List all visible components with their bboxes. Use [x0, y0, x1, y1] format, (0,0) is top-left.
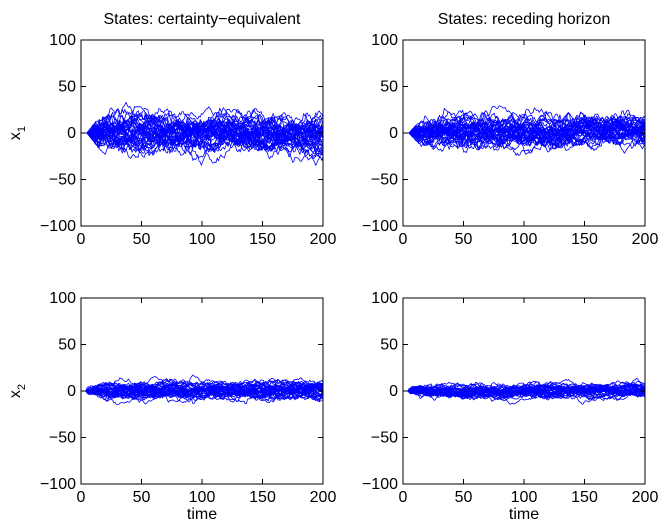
series-line: [81, 381, 323, 402]
y-tick-label: 50: [58, 79, 76, 96]
series-line: [403, 118, 645, 149]
series-line: [403, 115, 645, 145]
y-tick-label: 0: [389, 125, 398, 142]
y-axis-label-subscript: 2: [16, 384, 28, 390]
series-group: [403, 105, 645, 156]
x-tick-label: 150: [249, 231, 276, 248]
series-line: [81, 122, 323, 153]
series-group: [81, 101, 323, 166]
y-tick-label: 100: [49, 32, 76, 49]
series-line: [81, 121, 323, 153]
series-line: [81, 374, 323, 399]
subplot-2: 0 50 100 150 200 100 50 0 −50 −100 States: recedin…: [362, 11, 658, 248]
x-tick-label: 50: [455, 489, 473, 506]
series-line: [81, 110, 323, 147]
y-tick-label: −50: [49, 172, 76, 189]
series-line: [81, 117, 323, 157]
x-tick-label: 50: [133, 489, 151, 506]
y-tick-label: 50: [380, 337, 398, 354]
x-tick-label: 100: [511, 231, 538, 248]
series-line: [81, 121, 323, 151]
x-tick-label: 150: [571, 231, 598, 248]
subplot-title: States: certainty−equivalent: [103, 11, 301, 28]
series-group: [81, 374, 323, 406]
series-line: [403, 116, 645, 152]
x-tick-label: 50: [455, 231, 473, 248]
series-line: [81, 112, 323, 164]
series-line: [81, 383, 323, 406]
series-line: [81, 380, 323, 400]
series-line: [81, 381, 323, 405]
subplot-4: 0 50 100 150 200 100 50 0 −50 −100 time: [362, 290, 658, 523]
y-tick-label: 50: [380, 79, 398, 96]
x-tick-label: 0: [399, 231, 408, 248]
x-tick-label: 0: [77, 489, 86, 506]
series-line: [403, 381, 645, 400]
subplot-1: 0 50 100 150 200 100 50 0 −50 −100 States: certain…: [7, 11, 336, 248]
series-group: [403, 377, 645, 405]
y-tick-label: 100: [49, 290, 76, 307]
series-line: [403, 119, 645, 153]
y-axis-label: x2: [7, 384, 28, 398]
subplot-3: 0 50 100 150 200 100 50 0 −50 −100 time x2: [7, 290, 336, 523]
x-tick-label: 100: [189, 231, 216, 248]
y-tick-label: −100: [362, 218, 398, 235]
y-tick-label: 50: [58, 337, 76, 354]
y-tick-label: −50: [371, 430, 398, 447]
y-axis-label: x1: [7, 126, 28, 140]
y-tick-label: −50: [49, 430, 76, 447]
x-axis-label: time: [187, 506, 217, 523]
y-tick-label: −100: [362, 476, 398, 493]
subplot-title: States: receding horizon: [438, 11, 611, 28]
series-line: [403, 112, 645, 150]
y-tick-label: 0: [67, 383, 76, 400]
series-line: [81, 384, 323, 400]
x-tick-label: 0: [77, 231, 86, 248]
series-line: [403, 385, 645, 396]
x-tick-label: 150: [249, 489, 276, 506]
x-tick-label: 200: [632, 489, 659, 506]
y-axis-label-subscript: 1: [16, 126, 28, 132]
y-tick-label: −100: [40, 476, 76, 493]
y-tick-label: −50: [371, 172, 398, 189]
x-tick-label: 100: [511, 489, 538, 506]
x-tick-label: 200: [310, 489, 337, 506]
x-tick-label: 200: [310, 231, 337, 248]
y-tick-label: 100: [371, 32, 398, 49]
y-tick-label: 100: [371, 290, 398, 307]
x-tick-label: 200: [632, 231, 659, 248]
x-axis-label: time: [509, 506, 539, 523]
x-tick-label: 150: [571, 489, 598, 506]
series-line: [403, 381, 645, 405]
x-tick-label: 100: [189, 489, 216, 506]
series-line: [81, 115, 323, 155]
y-tick-label: −100: [40, 218, 76, 235]
x-tick-label: 50: [133, 231, 151, 248]
y-tick-label: 0: [67, 125, 76, 142]
series-line: [403, 381, 645, 398]
x-tick-label: 0: [399, 489, 408, 506]
y-tick-label: 0: [389, 383, 398, 400]
